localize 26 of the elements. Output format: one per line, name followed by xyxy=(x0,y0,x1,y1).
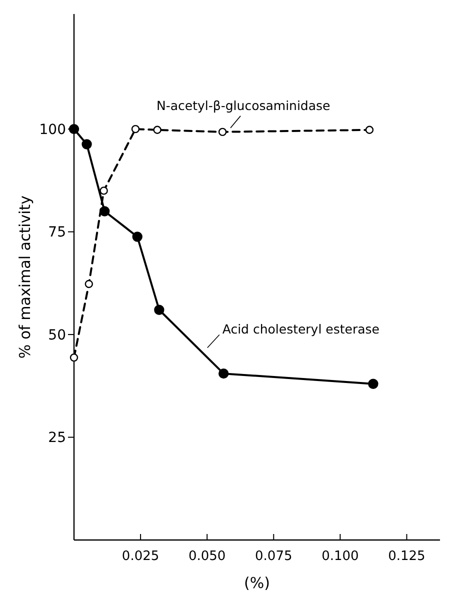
text: Acid cholesteryl esterase xyxy=(222,322,380,337)
x-axis-title: (%) xyxy=(244,574,270,592)
x-tick-label: 0.100 xyxy=(322,549,359,564)
y-tick-label: 75 xyxy=(48,224,66,241)
y-tick-label: 25 xyxy=(48,430,66,446)
point xyxy=(100,186,108,195)
point xyxy=(84,280,94,288)
point xyxy=(100,206,110,216)
point xyxy=(365,126,374,134)
point xyxy=(131,124,140,134)
x-tick-label: 0.075 xyxy=(255,549,292,564)
x-tick-label: 0.050 xyxy=(188,549,226,564)
point xyxy=(70,353,78,362)
point xyxy=(132,232,142,242)
point xyxy=(154,304,164,315)
y-tick-label: 50 xyxy=(48,327,66,344)
x-tick-label: 0.025 xyxy=(122,549,160,564)
y-axis-title: % of maximal activity xyxy=(16,195,34,359)
point xyxy=(218,128,227,136)
y-tick-label: 100 xyxy=(39,122,66,138)
point xyxy=(82,139,92,150)
x-tick-label: 0.125 xyxy=(388,549,426,564)
point xyxy=(153,126,162,134)
point xyxy=(368,378,378,389)
point xyxy=(218,368,229,379)
series-label: N-acetyl-β-glucosaminidase xyxy=(156,98,331,113)
